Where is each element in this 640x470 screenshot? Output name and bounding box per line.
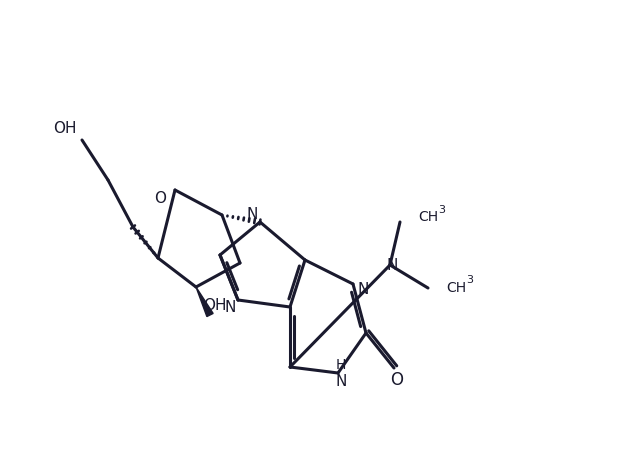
Text: N: N [357, 282, 369, 297]
Text: CH: CH [418, 210, 438, 224]
Text: O: O [154, 190, 166, 205]
Text: N: N [335, 374, 347, 389]
Text: OH: OH [204, 298, 227, 313]
Text: O: O [390, 371, 403, 389]
Text: N: N [387, 258, 397, 273]
Text: 3: 3 [438, 205, 445, 215]
Text: 3: 3 [466, 275, 473, 285]
Text: OH: OH [54, 120, 77, 135]
Text: H: H [336, 358, 346, 372]
Polygon shape [196, 287, 213, 317]
Text: CH: CH [446, 281, 466, 295]
Text: N: N [224, 300, 236, 315]
Text: N: N [246, 206, 258, 221]
